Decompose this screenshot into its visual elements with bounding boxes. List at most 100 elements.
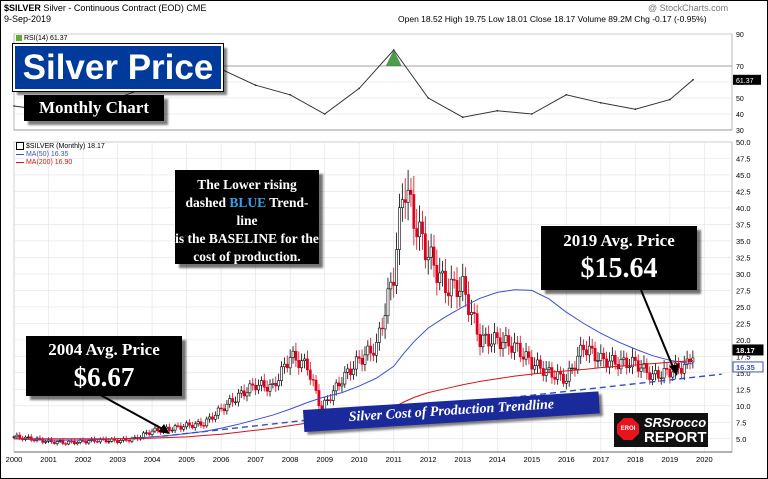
rsi-point [565,93,568,96]
price-candle-body [452,278,456,281]
price-panel: 5.0 7.5 10.0 12.5 15.0 17.5 20.0 22.5 25.0 27.5 30… [6,138,764,464]
price-tick-label: 30.0 [736,270,751,279]
price-candle-body [179,425,183,430]
price-candle-body [412,194,416,229]
x-tick-label: 2019 [662,455,679,464]
price-candle-body [380,327,384,330]
price-candle-body [636,360,640,372]
price-candle-body [556,371,560,380]
price-candle-body [599,353,603,361]
price-candle-body [199,421,203,426]
price-tick-label: 35.0 [736,237,751,246]
price-tick-label: 10.0 [736,402,751,411]
subtitle-banner: Monthly Chart [24,95,164,121]
price-candle-body [613,355,617,365]
logo-line1: SRSrocco [644,415,707,430]
price-candle-body [682,364,686,374]
rsi-tick-label: 50 [736,96,744,103]
price-candle-body [190,425,194,429]
rsi-tick-label: 30 [736,128,744,135]
price-candle-body [507,335,511,347]
x-tick-label: 2008 [282,455,299,464]
price-tick-label: 17.5 [736,352,751,361]
price-candle-body [153,427,157,432]
price-candle-body [49,439,53,443]
x-tick-label: 2017 [592,455,609,464]
candle-swatch-icon [16,142,24,150]
price-candle-body [564,380,568,384]
rsi-point [692,78,694,81]
price-tick-label: 5.0 [736,435,746,444]
price-tick-label: 47.5 [736,154,751,163]
price-candle-body [303,358,306,361]
x-tick-label: 2009 [316,455,333,464]
price-candle-body [539,359,542,369]
arrow-2004-head [158,424,170,434]
rsi-label: RSI(14) 61.37 [23,35,68,42]
price-candle-body [156,427,160,431]
rsi-point [496,109,499,112]
price-tag-box [732,361,764,373]
price-tick-label: 40.0 [736,204,751,213]
price-candle-body [18,434,22,439]
price-candle-body [326,399,329,401]
price-candle-body [458,291,462,298]
rsi-point [289,93,292,96]
price-candle-body [461,276,465,292]
price-candle-body [469,312,473,316]
price-candle-body [254,384,258,391]
price-tick-label: 42.5 [736,187,751,196]
rsi-legend: RSI(14) 61.37 [16,35,68,43]
price-candle-body [239,390,243,394]
price-tick-label: 50.0 [736,138,751,147]
price-candle-body [409,189,413,195]
watermark: @ StockCharts.com [648,3,729,13]
price-tick-label: 37.5 [736,220,751,229]
rsi-tick-label: 70 [736,64,744,71]
x-tick-label: 2013 [454,455,471,464]
price-tag-box [732,344,764,356]
price-candle-body [363,354,367,365]
price-candle-body [441,270,445,274]
price-candle-body [639,367,643,372]
price-candle-body [490,343,493,347]
price-candle-body [472,312,476,314]
price-candle-body [208,416,212,420]
price-candle-body [541,368,545,376]
legend-ma50-label: MA(50) 16.35 [25,150,69,158]
price-candle-body [222,408,226,412]
price-candle-body [211,416,214,420]
price-candle-body [415,228,419,238]
price-candle-body [283,363,286,368]
price-candle-body [285,363,289,369]
price-candle-body [52,441,56,444]
price-candle-body [337,382,341,387]
price-candle-body [421,221,424,234]
price-candle-body [383,315,387,330]
price-candle-body [26,436,30,438]
price-candle-body [176,425,180,427]
price-tick-label: 7.5 [736,418,746,427]
price-candle-body [625,357,629,369]
price-candle-body [429,246,433,258]
avg-2019-value: $15.64 [580,253,658,284]
rsi-point [668,98,671,101]
price-candle-body [619,359,623,370]
price-candle-body [444,270,447,294]
price-candle-body [423,233,427,261]
price-tick-label: 32.5 [736,253,751,262]
price-candle-body [518,342,522,358]
baseline-line2c: Trend-line [236,195,309,228]
price-candle-body [248,383,252,394]
legend-ma50: MA(50) 16.35 [16,151,105,159]
price-candle-body [225,403,229,412]
price-candle-body [277,380,281,387]
baseline-line4: cost of production. [193,249,301,264]
price-candle-body [501,341,505,350]
rsi-swatch-icon [16,35,22,42]
price-candle-body [432,246,436,266]
price-tick-label: 12.5 [736,385,751,394]
price-candle-body [213,414,217,420]
price-candle-body [205,418,209,427]
price-candle-body [628,366,631,369]
